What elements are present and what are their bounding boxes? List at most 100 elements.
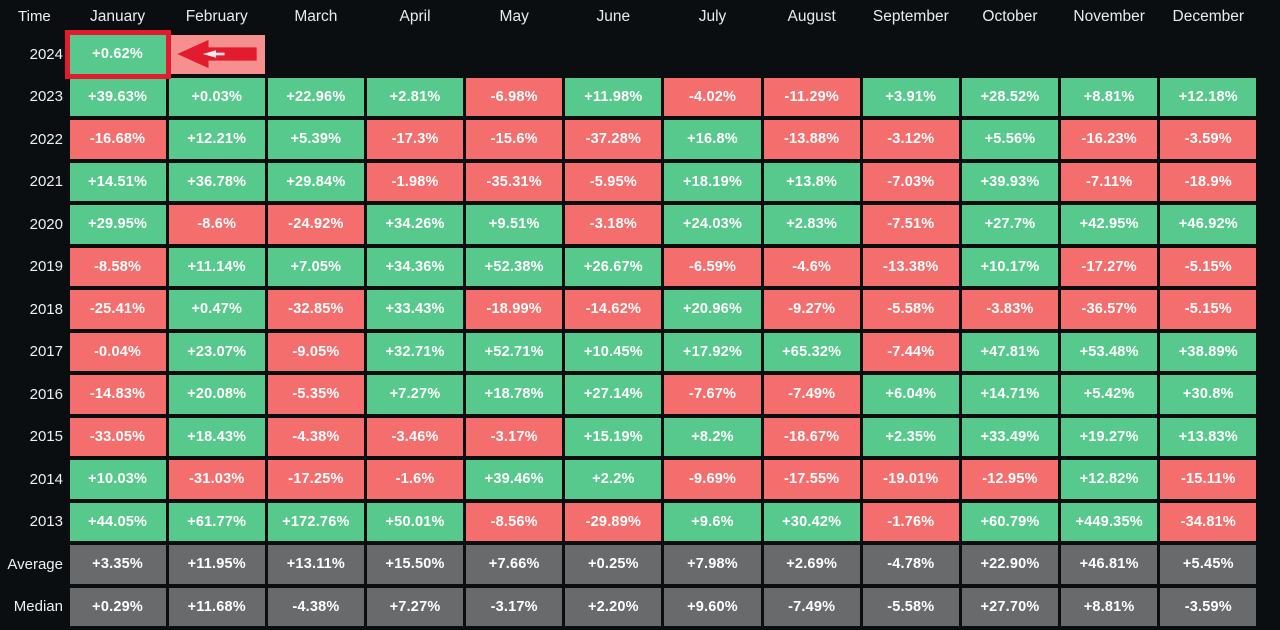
column-header-february: February — [185, 7, 248, 25]
cell-2019-august: -4.6% — [763, 247, 860, 286]
cell-2015-may: -3.17% — [466, 417, 563, 456]
column-header-march: March — [294, 7, 338, 25]
cell-2018-september: -5.58% — [862, 290, 959, 329]
table-row-2021: 2021 +14.51% +36.78% +29.84% -1.98% -35.31% -5… — [0, 161, 1258, 204]
cell-2018-february: +0.47% — [168, 290, 265, 329]
cell-2013-may: -8.56% — [466, 502, 563, 541]
column-header-august: August — [787, 7, 836, 25]
cell-average-january: +3.35% — [69, 545, 166, 584]
cell-2022-january: -16.68% — [69, 120, 166, 159]
cell-median-september: -5.58% — [862, 587, 959, 626]
cell-2018-november: -36.57% — [1061, 290, 1158, 329]
cell-2023-may: -6.98% — [466, 77, 563, 116]
cell-2023-november: +8.81% — [1061, 77, 1158, 116]
cell-2013-july: +9.6% — [664, 502, 761, 541]
cell-2020-january: +29.95% — [69, 205, 166, 244]
cell-2020-may: +9.51% — [466, 205, 563, 244]
cell-2020-october: +27.7% — [961, 205, 1059, 244]
cell-2014-june: +2.2% — [565, 460, 662, 499]
cell-2023-february: +0.03% — [168, 77, 265, 116]
cell-2021-september: -7.03% — [862, 162, 959, 201]
cell-2019-october: +10.17% — [961, 247, 1059, 286]
cell-2018-august: -9.27% — [763, 290, 860, 329]
cell-2017-july: +17.92% — [664, 332, 761, 371]
cell-2022-april: -17.3% — [366, 120, 464, 159]
cell-2014-october: -12.95% — [961, 460, 1059, 499]
cell-2022-november: -16.23% — [1061, 120, 1158, 159]
cell-2019-june: +26.67% — [565, 247, 662, 286]
cell-2024-march — [268, 35, 364, 74]
cell-2016-july: -7.67% — [664, 375, 761, 414]
column-header-april: April — [399, 7, 431, 25]
cell-2015-november: +19.27% — [1061, 417, 1158, 456]
cell-2024-october — [962, 35, 1058, 74]
cell-2021-april: -1.98% — [366, 162, 464, 201]
cell-2013-december: -34.81% — [1160, 502, 1257, 541]
cell-2019-may: +52.38% — [466, 247, 563, 286]
cell-median-june: +2.20% — [565, 587, 662, 626]
cell-2014-november: +12.82% — [1061, 460, 1158, 499]
row-label-2020: 2020 — [29, 215, 63, 233]
cell-2022-october: +5.56% — [961, 120, 1059, 159]
cell-2013-april: +50.01% — [366, 502, 464, 541]
cell-2020-march: -24.92% — [267, 205, 364, 244]
cell-2018-october: -3.83% — [961, 290, 1059, 329]
cell-2021-november: -7.11% — [1061, 162, 1158, 201]
cell-2015-september: +2.35% — [862, 417, 959, 456]
table-row-2020: 2020 +29.95% -8.6% -24.92% +34.26% +9.51% -3.1… — [0, 203, 1258, 246]
cell-2019-january: -8.58% — [69, 247, 166, 286]
cell-2015-march: -4.38% — [267, 417, 364, 456]
column-header-may: May — [499, 7, 529, 25]
cell-2013-october: +60.79% — [961, 502, 1059, 541]
cell-2018-december: -5.15% — [1160, 290, 1257, 329]
cell-2018-january: -25.41% — [69, 290, 166, 329]
table-row-average: Average +3.35% +11.95% +13.11% +15.50% +7.66%… — [0, 543, 1258, 586]
cell-2013-june: -29.89% — [565, 502, 662, 541]
cell-2013-january: +44.05% — [69, 502, 166, 541]
cell-2016-august: -7.49% — [763, 375, 860, 414]
cell-2016-february: +20.08% — [168, 375, 265, 414]
cell-average-november: +46.81% — [1061, 545, 1158, 584]
cell-2016-march: -5.35% — [267, 375, 364, 414]
cell-2020-september: -7.51% — [862, 205, 959, 244]
column-header-september: September — [872, 7, 949, 25]
cell-2022-august: -13.88% — [763, 120, 860, 159]
cell-2018-june: -14.62% — [565, 290, 662, 329]
table-row-2014: 2014 +10.03% -31.03% -17.25% -1.6% +39.46% +2.… — [0, 458, 1258, 501]
cell-2023-march: +22.96% — [267, 77, 364, 116]
cell-2015-january: -33.05% — [69, 417, 166, 456]
cell-2021-june: -5.95% — [565, 162, 662, 201]
cell-2014-december: -15.11% — [1160, 460, 1257, 499]
cell-2021-may: -35.31% — [466, 162, 563, 201]
cell-2021-july: +18.19% — [664, 162, 761, 201]
table-body: 2024 +0.62% 2023 +39.63% +0.03% +22.96% +2.81%… — [0, 33, 1258, 628]
cell-2023-august: -11.29% — [763, 77, 860, 116]
cell-median-july: +9.60% — [664, 587, 761, 626]
cell-2017-november: +53.48% — [1061, 332, 1158, 371]
cell-2015-december: +13.83% — [1160, 417, 1257, 456]
cell-2020-february: -8.6% — [168, 205, 265, 244]
row-label-2021: 2021 — [29, 173, 63, 191]
cell-2020-august: +2.83% — [763, 205, 860, 244]
cell-2018-may: -18.99% — [466, 290, 563, 329]
cell-2017-october: +47.81% — [961, 332, 1059, 371]
cell-2014-january: +10.03% — [69, 460, 166, 499]
cell-median-april: +7.27% — [366, 587, 464, 626]
cell-2016-october: +14.71% — [961, 375, 1059, 414]
cell-2017-february: +23.07% — [168, 332, 265, 371]
cell-2015-june: +15.19% — [565, 417, 662, 456]
cell-2018-april: +33.43% — [366, 290, 464, 329]
cell-2024-may — [466, 35, 562, 74]
cell-2022-june: -37.28% — [565, 120, 662, 159]
cell-2016-june: +27.14% — [565, 375, 662, 414]
cell-2021-february: +36.78% — [168, 162, 265, 201]
cell-median-december: -3.59% — [1160, 587, 1257, 626]
cell-2021-december: -18.9% — [1160, 162, 1257, 201]
cell-2017-january: -0.04% — [69, 332, 166, 371]
cell-2015-october: +33.49% — [961, 417, 1059, 456]
cell-2019-march: +7.05% — [267, 247, 364, 286]
cell-2024-june — [565, 35, 661, 74]
table-row-2013: 2013 +44.05% +61.77% +172.76% +50.01% -8.56% -… — [0, 501, 1258, 544]
cell-2024-november — [1061, 35, 1157, 74]
